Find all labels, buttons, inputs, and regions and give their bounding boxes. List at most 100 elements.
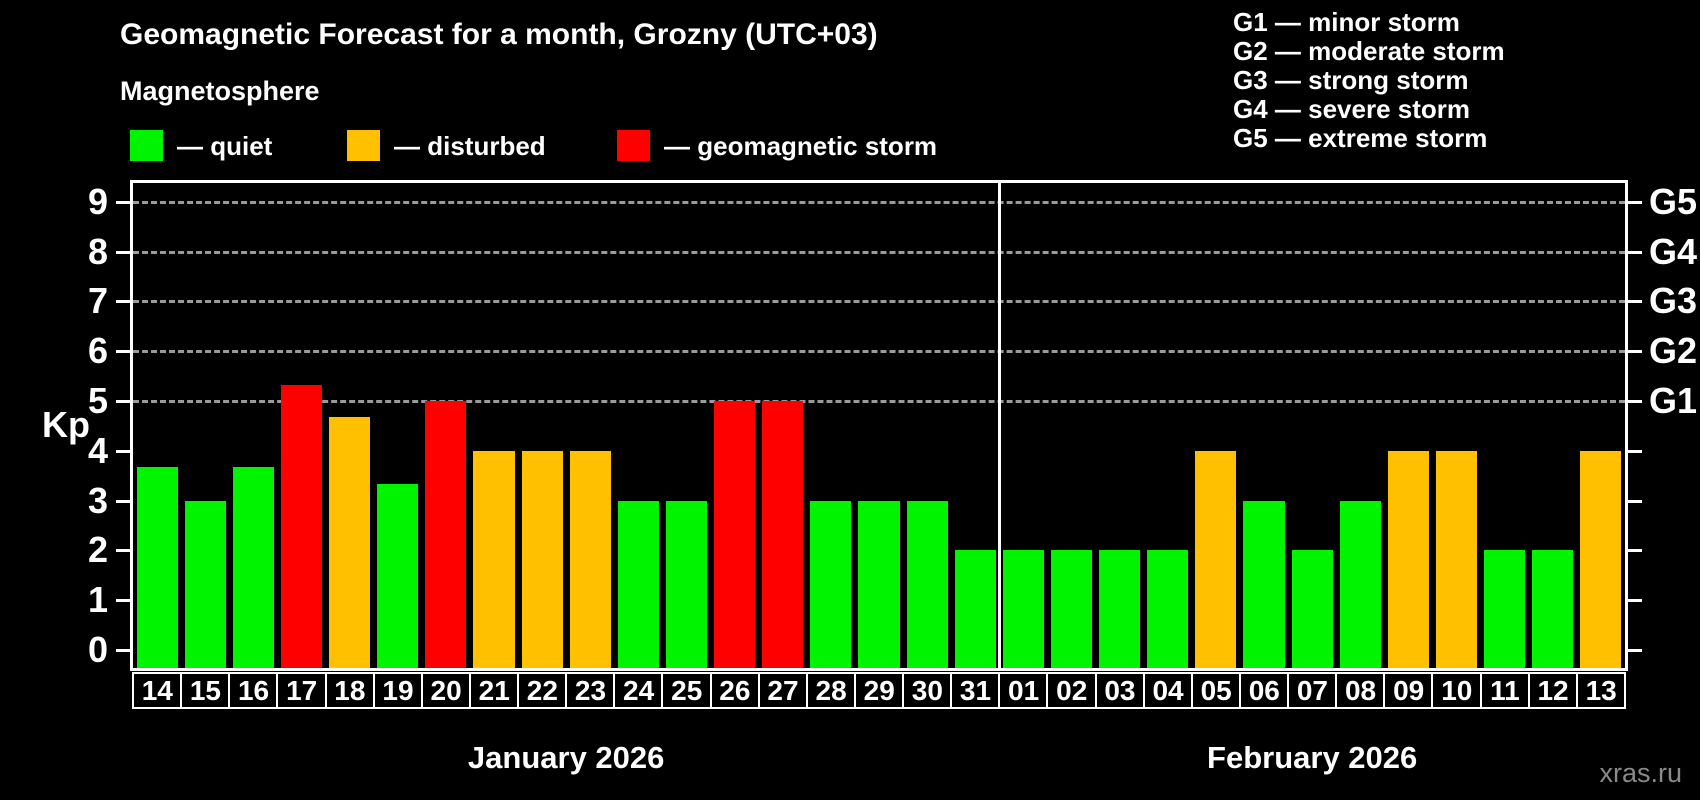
watermark: xras.ru	[1599, 758, 1682, 788]
kp-bar-day-04	[1147, 550, 1189, 668]
kp-bar-day-14	[136, 467, 178, 668]
date-cell: 21	[468, 672, 520, 709]
y-axis-tick-right	[1628, 449, 1642, 453]
date-cell: 28	[805, 672, 857, 709]
gridline-kp9	[133, 200, 1625, 204]
g-axis-label-g3: G3	[1649, 280, 1698, 322]
g-axis-label-g2: G2	[1649, 330, 1698, 372]
y-axis-tick-right	[1628, 200, 1642, 204]
date-cell: 18	[324, 672, 376, 709]
date-cell: 31	[950, 672, 1001, 709]
g-axis-label-g5: G5	[1649, 180, 1698, 222]
month-label: February 2026	[1207, 740, 1418, 775]
kp-bar-day-22	[521, 450, 563, 668]
kp-bar-day-23	[569, 450, 611, 668]
kp-bar-day-08	[1339, 500, 1381, 668]
y-axis-label: 5	[87, 380, 108, 421]
date-cell: 27	[757, 672, 809, 709]
y-axis-tick-left	[116, 400, 130, 403]
date-cell: 10	[1431, 672, 1483, 709]
y-axis-tick-right	[1628, 549, 1642, 553]
kp-bar-day-12	[1532, 550, 1574, 668]
legend-label: — disturbed	[394, 131, 546, 161]
y-axis-tick-left	[116, 549, 130, 553]
date-cell: 12	[1527, 672, 1579, 709]
g-axis-label-g4: G4	[1649, 230, 1698, 272]
y-axis-label: 3	[87, 479, 108, 521]
month-separator	[997, 183, 1001, 668]
date-cell: 29	[853, 672, 905, 709]
date-cell: 22	[517, 672, 568, 709]
kp-bar-day-02	[1050, 550, 1093, 668]
month-label: January 2026	[467, 740, 665, 775]
date-cell: 07	[1287, 672, 1338, 709]
date-cell: 17	[276, 672, 327, 709]
kp-bar-day-05	[1195, 450, 1237, 668]
y-axis-tick-right	[1628, 599, 1642, 603]
kp-bar-day-06	[1243, 500, 1285, 668]
kp-bar-day-11	[1484, 550, 1526, 668]
kp-bar-day-29	[858, 500, 900, 668]
date-cell: 02	[1046, 672, 1098, 709]
kp-bar-day-28	[810, 500, 852, 668]
kp-bar-day-21	[473, 450, 515, 668]
kp-bar-day-31	[954, 550, 996, 668]
kp-bar-day-16	[232, 467, 274, 668]
kp-bar-day-09	[1387, 450, 1429, 668]
date-cell: 01	[998, 672, 1049, 709]
gridline-kp7	[133, 300, 1625, 304]
y-axis-tick-right	[1628, 499, 1642, 503]
date-cell: 14	[132, 672, 183, 709]
y-axis-tick-left	[116, 200, 130, 204]
disturbed-color-swatch	[347, 130, 380, 161]
kp-bar-day-30	[906, 500, 948, 668]
legend-label: — quiet	[177, 131, 273, 161]
y-axis-label: 8	[87, 230, 108, 272]
kp-bar-day-03	[1099, 550, 1141, 668]
date-cell: 04	[1142, 672, 1194, 709]
date-cell: 19	[372, 672, 424, 709]
y-axis-label: 6	[87, 330, 108, 372]
kp-bar-day-20	[425, 401, 467, 668]
kp-bar-day-18	[329, 417, 371, 668]
kp-bar-day-27	[762, 401, 804, 668]
page-title: Geomagnetic Forecast for a month, Grozny…	[120, 18, 878, 51]
y-axis-tick-right	[1628, 350, 1642, 354]
g-axis-label-g1: G1	[1649, 380, 1698, 421]
g-legend-line: G2 — moderate storm	[1233, 36, 1505, 66]
legend-label: — geomagnetic storm	[664, 131, 938, 161]
date-cell: 16	[228, 672, 279, 709]
date-cell: 26	[709, 672, 761, 709]
y-axis-tick-right	[1628, 300, 1642, 304]
g-scale-legend: G1 — minor storm G2 — moderate storm G3 — …	[1233, 8, 1505, 153]
y-axis-tick-right	[1628, 649, 1642, 652]
y-axis-tick-left	[116, 499, 130, 503]
y-axis-label: 0	[87, 629, 108, 670]
y-axis-tick-left	[116, 350, 130, 354]
y-axis-tick-left	[116, 449, 130, 453]
y-axis-label: 1	[87, 579, 108, 621]
date-cell: 09	[1383, 672, 1434, 709]
storm-color-swatch	[617, 130, 650, 161]
gridline-kp8	[133, 250, 1625, 254]
date-cell: 15	[180, 672, 231, 709]
date-cell: 08	[1335, 672, 1386, 709]
kp-bar-day-25	[665, 500, 708, 668]
chart-subtitle: Magnetosphere	[120, 76, 320, 106]
kp-bar-day-01	[1002, 550, 1044, 668]
date-cell: 23	[565, 672, 616, 709]
date-cell: 11	[1479, 672, 1531, 709]
g-legend-line: G1 — minor storm	[1233, 7, 1460, 37]
y-axis-label: 9	[87, 180, 108, 222]
y-axis-label: 4	[87, 429, 108, 471]
date-cell: 25	[661, 672, 713, 709]
y-axis-tick-left	[116, 300, 130, 304]
date-cell: 20	[420, 672, 472, 709]
y-axis-label: 2	[87, 529, 108, 571]
date-cell: 06	[1238, 672, 1290, 709]
g-legend-line: G3 — strong storm	[1233, 65, 1469, 95]
date-cell: 30	[902, 672, 953, 709]
quiet-color-swatch	[130, 130, 163, 161]
y-axis-title: Kp	[42, 403, 90, 445]
date-cell: 05	[1190, 672, 1242, 709]
